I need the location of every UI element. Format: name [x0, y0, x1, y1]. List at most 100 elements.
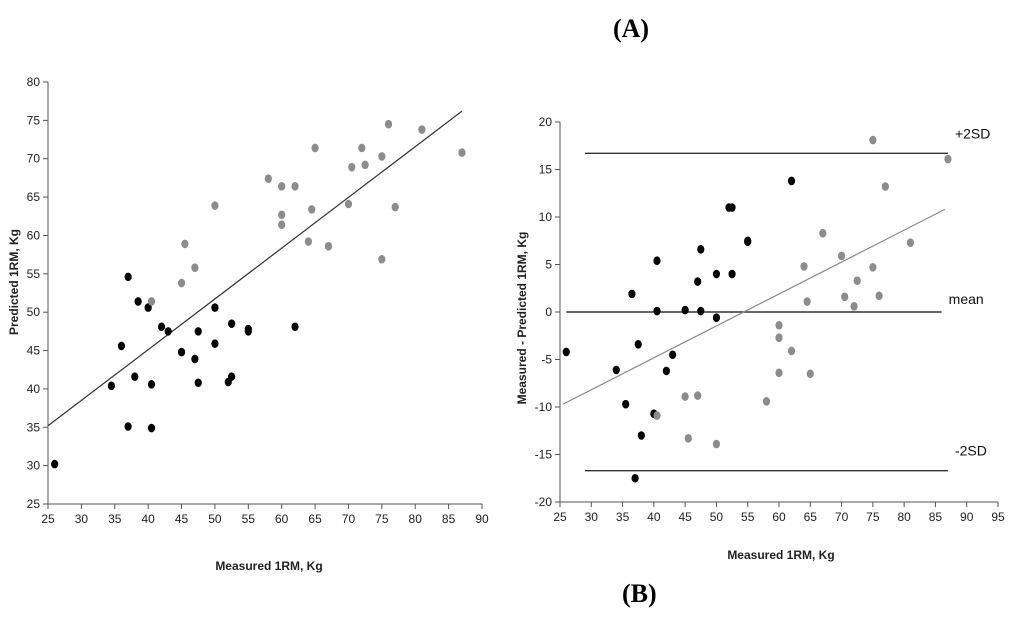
data-point-gray [775, 321, 783, 330]
data-point-black [291, 322, 299, 332]
data-point-gray [278, 210, 286, 220]
panel-label-b: (B) [622, 579, 657, 608]
data-points-a [51, 119, 466, 469]
x-axis-title-a: Measured 1RM, Kg [215, 559, 322, 573]
data-point-gray [806, 369, 814, 379]
x-tick-label: 45 [678, 510, 692, 524]
axes-b [555, 121, 999, 507]
y-tick-label: 20 [539, 115, 553, 129]
panel-label-a: (A) [613, 14, 650, 43]
data-point-gray [684, 434, 692, 443]
data-point-black [194, 378, 202, 388]
y-tick-label: 30 [27, 459, 41, 473]
data-point-black [744, 236, 752, 246]
x-tick-label: 60 [275, 512, 289, 526]
x-tick-label: 75 [866, 510, 880, 524]
bland-altman-chart-b: -20 -15 -10 -5 0 5 10 15 20 25 30 35 40 45 50 55 60 65 70… [515, 115, 1005, 562]
data-point-gray [418, 125, 426, 134]
y-tick-label: 5 [545, 258, 552, 272]
data-point-gray [787, 346, 796, 356]
data-point-gray [841, 292, 849, 302]
x-axis-labels-b: 25 30 35 40 45 50 55 60 65 70 75 80 85 90 95 [553, 510, 1005, 524]
data-point-gray [653, 411, 661, 420]
data-point-black [653, 256, 661, 265]
x-tick-label: 90 [475, 512, 489, 526]
x-tick-label: 30 [585, 510, 599, 524]
data-point-black [697, 245, 705, 254]
data-point-black [211, 339, 219, 348]
data-point-gray [800, 262, 808, 271]
y-axis-labels-a: 25 30 35 40 45 50 55 60 65 70 75 80 [27, 75, 41, 511]
data-point-gray [881, 182, 889, 191]
y-tick-label: 60 [27, 228, 41, 242]
y-axis-title-a: Predicted 1RM, Kg [7, 229, 21, 335]
data-point-gray [384, 119, 393, 129]
scatter-chart-a: 25 30 35 40 45 50 55 60 65 70 75 80 25 30 35 40 45 50 55 6… [7, 75, 489, 573]
data-point-black [694, 277, 702, 286]
data-point-gray [681, 392, 689, 401]
data-point-gray [837, 251, 846, 261]
data-point-gray [775, 333, 783, 342]
y-axis-labels-b: -20 -15 -10 -5 0 5 10 15 20 [535, 115, 553, 509]
data-point-gray [875, 291, 883, 301]
data-point-black [669, 350, 677, 360]
x-tick-label: 60 [772, 510, 786, 524]
x-tick-label: 25 [41, 512, 55, 526]
data-point-black [681, 305, 689, 315]
y-tick-label: 15 [539, 163, 553, 177]
data-point-gray [264, 174, 272, 183]
data-point-black [562, 347, 570, 357]
fit-lines-b [562, 208, 946, 405]
data-point-black [637, 431, 645, 440]
data-point-gray [361, 160, 369, 170]
data-point-gray [278, 220, 286, 230]
x-axis-labels-a: 25 30 35 40 45 50 55 60 65 70 75 80 85 90 [41, 512, 489, 526]
data-point-black [228, 372, 236, 381]
y-tick-label: 45 [27, 344, 41, 358]
data-point-gray [191, 263, 199, 272]
reference-lines-b: +2SD mean -2SD [566, 125, 990, 472]
data-point-black [134, 297, 142, 306]
x-tick-label: 65 [308, 512, 322, 526]
data-point-black [107, 381, 116, 391]
data-point-gray [869, 135, 877, 145]
y-tick-label: 25 [27, 497, 41, 511]
data-point-black [211, 303, 219, 312]
reference-label-plus-2sd: +2SD [955, 125, 990, 141]
data-point-black [117, 341, 126, 351]
data-point-gray [869, 263, 877, 272]
data-point-gray [181, 239, 189, 249]
data-point-black [157, 322, 166, 332]
fit-lines-a [47, 110, 463, 427]
data-point-black [191, 354, 199, 364]
x-tick-label: 45 [175, 512, 189, 526]
x-tick-label: 80 [409, 512, 423, 526]
data-point-black [712, 269, 721, 279]
data-point-gray [850, 302, 858, 311]
x-tick-label: 40 [141, 512, 155, 526]
x-tick-label: 25 [553, 510, 567, 524]
data-point-black [653, 306, 661, 316]
data-point-gray [304, 237, 312, 246]
data-point-gray [694, 391, 702, 400]
data-points-b [562, 135, 952, 483]
data-point-black [631, 473, 639, 483]
data-point-black [728, 269, 736, 279]
data-point-black [164, 327, 172, 336]
data-point-gray [819, 228, 827, 238]
data-point-black [131, 372, 139, 381]
data-point-gray [344, 199, 353, 209]
data-point-black [622, 399, 630, 409]
x-axis-title-b: Measured 1RM, Kg [727, 548, 834, 562]
data-point-black [728, 203, 736, 212]
reference-label-mean: mean [949, 291, 984, 307]
data-point-gray [458, 148, 466, 157]
y-tick-label: 65 [27, 190, 41, 204]
data-point-black [244, 324, 252, 334]
data-point-gray [712, 439, 721, 449]
data-point-black [228, 319, 236, 328]
x-tick-label: 95 [991, 510, 1005, 524]
y-tick-label: -15 [535, 448, 553, 462]
data-point-gray [391, 202, 399, 212]
x-tick-label: 35 [108, 512, 122, 526]
